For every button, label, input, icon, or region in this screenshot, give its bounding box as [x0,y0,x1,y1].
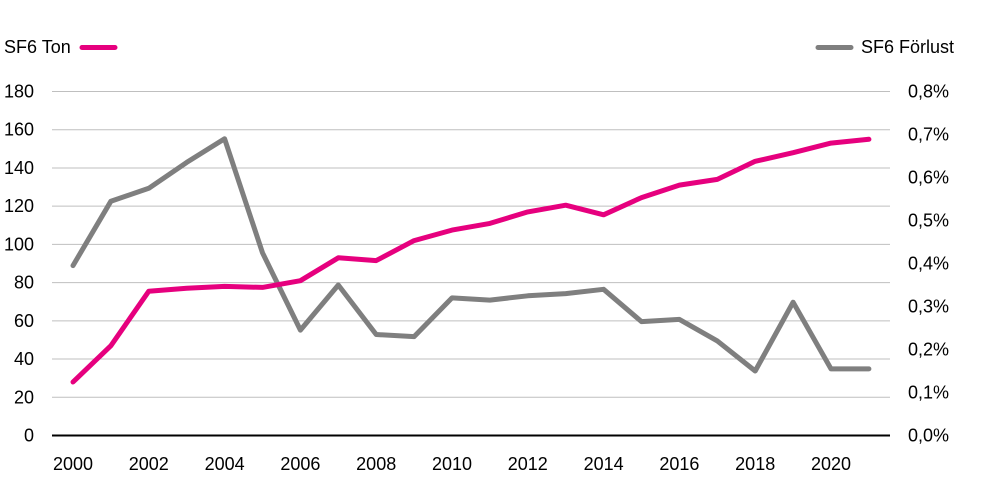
left-tick-label: 60 [14,311,34,331]
x-tick-label: 2010 [432,454,472,474]
x-tick-label: 2008 [356,454,396,474]
right-tick-label: 0,1% [908,383,949,403]
x-tick-label: 2018 [735,454,775,474]
x-tick-label: 2012 [508,454,548,474]
x-tick-label: 2020 [811,454,851,474]
left-tick-label: 120 [4,196,34,216]
legend-ton-label: SF6 Ton [4,37,71,57]
right-tick-label: 0,2% [908,340,949,360]
left-tick-label: 0 [24,426,34,446]
right-tick-label: 0,3% [908,297,949,317]
left-tick-label: 140 [4,158,34,178]
right-tick-label: 0,8% [908,82,949,102]
right-tick-label: 0,6% [908,168,949,188]
right-tick-label: 0,5% [908,211,949,231]
right-tick-label: 0,4% [908,254,949,274]
left-tick-label: 100 [4,234,34,254]
x-tick-label: 2014 [584,454,624,474]
series-line-sf6-forlust [70,136,872,374]
x-tick-label: 2002 [129,454,169,474]
left-tick-label: 40 [14,349,34,369]
x-tick-label: 2004 [205,454,245,474]
x-tick-label: 2006 [280,454,320,474]
gridlines [52,91,890,437]
series-line-sf6-ton [70,136,872,385]
legend-forlust-label: SF6 Förlust [861,37,954,57]
right-axis-tick-labels: 0,0% 0,1% 0,2% 0,3% 0,4% 0,5% 0,6% 0,7% 0,8% [908,82,949,446]
legend-ton: SF6 Ton [4,37,118,57]
right-tick-label: 0,0% [908,426,949,446]
x-tick-label: 2016 [659,454,699,474]
left-axis-tick-labels: 0 20 40 60 80 100 120 140 160 180 [4,82,34,446]
series-lines [70,136,872,385]
left-tick-label: 20 [14,387,34,407]
right-tick-label: 0,7% [908,125,949,145]
left-tick-label: 80 [14,273,34,293]
x-tick-label: 2000 [53,454,93,474]
left-tick-label: 160 [4,120,34,140]
x-axis-tick-labels: 2000 2002 2004 2006 2008 2010 2012 2014 2016 2018… [53,454,851,474]
left-tick-label: 180 [4,82,34,102]
legend-forlust: SF6 Förlust [815,37,954,57]
